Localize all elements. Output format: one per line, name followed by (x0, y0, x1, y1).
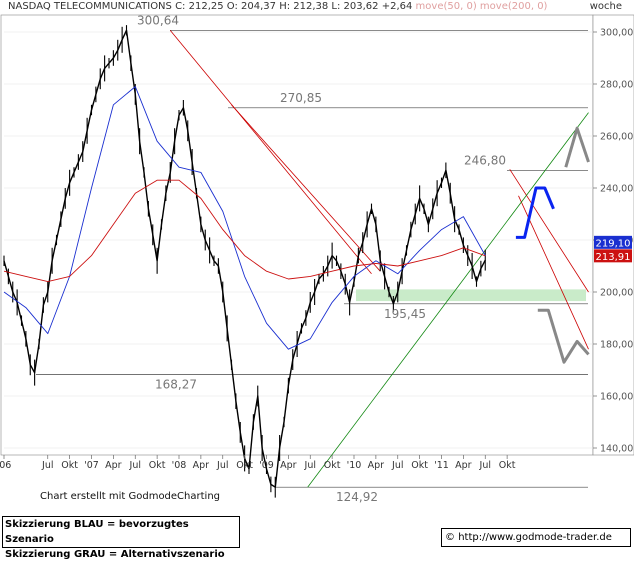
support-zone (356, 289, 586, 302)
x-tick-label: Okt (324, 460, 341, 471)
x-tick-label: Apr (455, 460, 472, 471)
level-label: 270,85 (280, 91, 322, 105)
x-tick-label: Jul (216, 460, 228, 471)
y-tick-label: 280,00 (600, 80, 633, 91)
x-tick-label: Okt (499, 460, 516, 471)
x-tick-label: '09 (259, 460, 274, 471)
x-tick-label: Jul (391, 460, 403, 471)
downtrend-line (509, 169, 589, 293)
x-tick-label: Jul (479, 460, 491, 471)
level-label: 168,27 (155, 377, 197, 391)
x-tick-label: Apr (193, 460, 210, 471)
gray-scenario-sketch (564, 126, 590, 168)
price-tag-box (594, 235, 632, 249)
symbol-label: NASDAQ TELECOMMUNICATIONS (8, 1, 172, 12)
legend-gray: Skizzierung GRAU = Alternativszenario (5, 549, 225, 560)
x-tick-label: Jul (304, 460, 316, 471)
url-text: http://www.godmode-trader.de (458, 532, 612, 543)
gray-scenario-sketch (537, 308, 590, 364)
downtrend-line (169, 30, 372, 275)
copyright-icon: © (445, 532, 455, 543)
y-tick-label: 180,00 (600, 340, 633, 351)
x-tick-label: Jul (129, 460, 141, 471)
ma200-label: move(200, 0) (479, 1, 548, 12)
x-tick-label: Okt (236, 460, 253, 471)
level-label: 124,92 (336, 490, 378, 504)
x-tick-label: Apr (105, 460, 122, 471)
uptrend-line (307, 112, 589, 488)
ma200-line (3, 179, 486, 283)
x-tick-label: '06 (0, 460, 11, 471)
price-tag-label: 219,10 (596, 238, 631, 249)
ma50-line (3, 86, 486, 350)
chart-credit: Chart erstellt mit GodmodeCharting (40, 491, 220, 502)
quote-header: NASDAQ TELECOMMUNICATIONS C: 212,25 O: 2… (8, 1, 547, 12)
downtrend-line (231, 104, 381, 272)
level-label: 300,64 (137, 13, 179, 27)
x-tick-label: '07 (84, 460, 99, 471)
price-chart: 300,64 270,85 246,80 168,27 195,45 124,92 140… (0, 13, 634, 504)
x-tick-label: Jul (41, 460, 53, 471)
level-label: 195,45 (384, 307, 426, 321)
x-tick-label: Okt (411, 460, 428, 471)
plot-background (0, 14, 594, 456)
axis-background (592, 14, 634, 456)
level-label: 246,80 (464, 153, 506, 167)
y-tick-label: 300,00 (600, 28, 633, 39)
y-tick-label: 260,00 (600, 132, 633, 143)
price-tag-label: 213,91 (596, 252, 631, 263)
y-tick-label: 240,00 (600, 184, 633, 195)
quote-values: C: 212,25 O: 204,37 H: 212,38 L: 203,62 … (175, 1, 413, 12)
price-tag-box (594, 249, 632, 263)
x-tick-label: Okt (61, 460, 78, 471)
x-tick-label: '10 (347, 460, 362, 471)
period-label: woche (589, 1, 622, 12)
y-tick-label: 200,00 (600, 288, 633, 299)
ma50-label: move(50, 0) (415, 1, 477, 12)
x-tick-label: Apr (280, 460, 297, 471)
source-url[interactable]: © http://www.godmode-trader.de (441, 528, 631, 547)
x-tick-label: '11 (434, 460, 449, 471)
x-tick-label: '08 (172, 460, 187, 471)
y-tick-label: 140,00 (600, 444, 633, 455)
blue-scenario-sketch (515, 186, 555, 239)
x-tick-label: Okt (149, 460, 166, 471)
legend-blue: Skizzierung BLAU = bevorzugtes Szenario (5, 519, 189, 545)
x-tick-label: Apr (368, 460, 385, 471)
scenario-legend: Skizzierung BLAU = bevorzugtes Szenario … (2, 516, 240, 560)
downtrend-line (518, 195, 589, 350)
y-tick-label: 160,00 (600, 392, 633, 403)
